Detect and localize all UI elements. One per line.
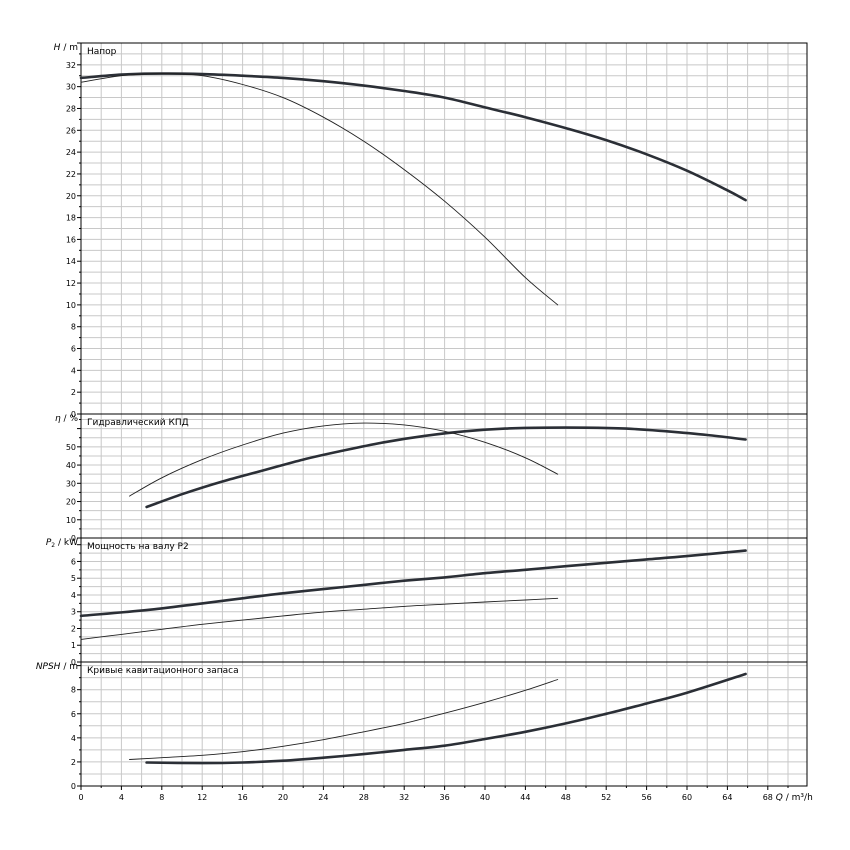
y-tick-label: 32: [66, 61, 76, 70]
y-axis-label: H / m: [54, 43, 78, 53]
panel-3: 0 1 2 3 4 5 6 Мощность на валу P2 P2 / kW: [46, 537, 808, 667]
x-tick-label: 52: [601, 793, 611, 802]
x-tick-label: 8: [159, 793, 164, 802]
y-tick-label: 0: [71, 658, 76, 667]
x-tick-label: 0: [78, 793, 83, 802]
plot-frame: [80, 661, 808, 787]
series-line-1: [79, 72, 747, 202]
y-tick-label: 50: [66, 443, 76, 452]
y-tick-label: 0: [71, 534, 76, 543]
series-line-1: [145, 672, 747, 765]
y-tick-label: 6: [71, 710, 76, 719]
y-tick-label: 0: [71, 782, 76, 791]
panel-2: 0 10 20 30 40 50 Гидравлический КПД η / %: [55, 413, 808, 543]
y-tick-label: 12: [66, 279, 76, 288]
y-tick-label: 26: [66, 126, 76, 135]
panel-title: Гидравлический КПД: [87, 418, 189, 428]
panel-title: Кривые кавитационного запаса: [87, 666, 239, 676]
y-tick-label: 28: [66, 104, 76, 113]
y-tick-label: 10: [66, 301, 76, 310]
plot-area: [81, 538, 807, 662]
y-tick-label: 1: [71, 641, 76, 650]
series-line-2: [80, 597, 559, 640]
x-tick-label: 68: [763, 793, 773, 802]
x-tick-label: 24: [318, 793, 328, 802]
x-tick-label: 28: [359, 793, 369, 802]
series-line-1: [79, 549, 747, 618]
panel-4: 0 2 4 6 8 Кривые кавитационного запаса NPSH / …: [36, 661, 808, 791]
y-tick-label: 40: [66, 461, 76, 470]
y-tick-label: 4: [71, 366, 76, 375]
x-tick-label: 44: [520, 793, 530, 802]
y-tick-label: 30: [66, 479, 76, 488]
x-tick-label: 60: [682, 793, 692, 802]
panel-title: Мощность на валу P2: [87, 542, 189, 552]
series-line-2: [80, 73, 559, 306]
y-tick-label: 4: [71, 734, 76, 743]
series-line-2: [129, 679, 559, 760]
x-axis: 0 4 8 12 16 20 24 28 32 36 40 44 48 52 56 60 64 68 Q / m³/…: [78, 786, 813, 803]
x-tick-label: 64: [722, 793, 732, 802]
y-tick-label: 0: [71, 410, 76, 419]
y-tick-label: 6: [71, 345, 76, 354]
x-axis-label: Q / m³/h: [776, 793, 813, 803]
y-tick-label: 14: [66, 257, 76, 266]
y-tick-label: 18: [66, 214, 76, 223]
x-tick-label: 4: [119, 793, 124, 802]
y-tick-label: 30: [66, 83, 76, 92]
y-tick-label: 10: [66, 516, 76, 525]
series-line-1: [145, 426, 747, 509]
y-tick-label: 2: [71, 388, 76, 397]
y-tick-label: 8: [71, 686, 76, 695]
y-axis-label: NPSH / m: [36, 662, 78, 672]
y-tick-label: 16: [66, 235, 76, 244]
plot-area: [81, 662, 807, 786]
y-tick-label: 2: [71, 624, 76, 633]
y-axis-label: η / %: [55, 414, 78, 424]
y-tick-label: 8: [71, 323, 76, 332]
y-tick-label: 24: [66, 148, 76, 157]
y-tick-label: 2: [71, 758, 76, 767]
y-tick-label: 3: [71, 608, 76, 617]
x-tick-label: 40: [480, 793, 490, 802]
series-line-2: [129, 422, 559, 497]
x-tick-label: 32: [399, 793, 409, 802]
x-tick-label: 16: [238, 793, 248, 802]
x-tick-label: 12: [197, 793, 207, 802]
panel-title: Напор: [87, 47, 117, 57]
y-tick-label: 5: [71, 574, 76, 583]
x-tick-label: 20: [278, 793, 288, 802]
x-tick-label: 48: [561, 793, 571, 802]
y-tick-label: 4: [71, 591, 76, 600]
x-tick-label: 56: [642, 793, 652, 802]
y-axis-label: P2 / kW: [46, 538, 78, 549]
y-tick-label: 6: [71, 557, 76, 566]
y-tick-label: 20: [66, 192, 76, 201]
y-tick-label: 20: [66, 498, 76, 507]
x-tick-label: 36: [440, 793, 450, 802]
y-tick-label: 22: [66, 170, 76, 179]
